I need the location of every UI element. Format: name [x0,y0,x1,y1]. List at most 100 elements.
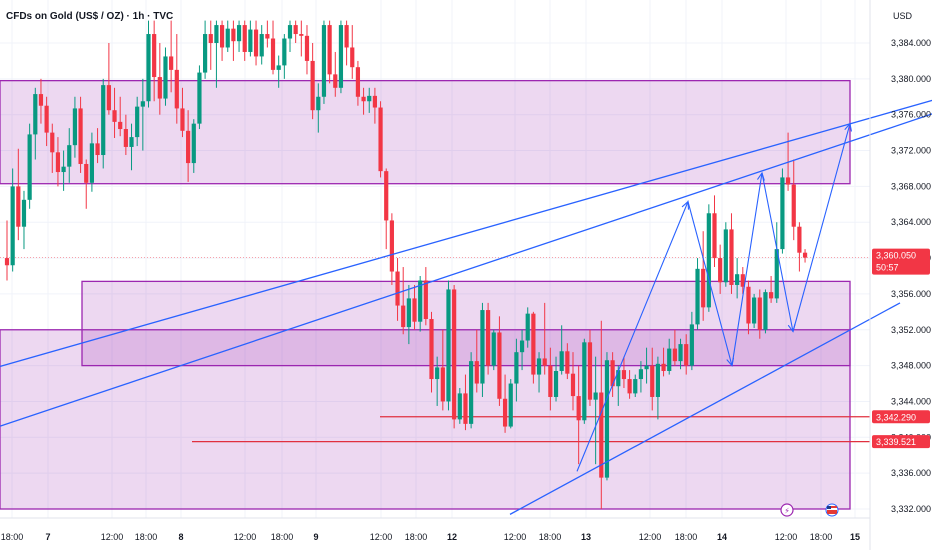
time-tick-label: 12:00 [639,532,662,542]
time-tick-label: 18:00 [135,532,158,542]
projection-arrowhead [757,171,765,181]
projection-layer [576,122,852,472]
time-tick-label: 14 [717,532,727,542]
candle-body [519,340,525,353]
candle-body [344,25,349,48]
price-tick-label: 3,348.000 [891,361,931,371]
candle-body [129,137,134,147]
time-tick-label: 13 [581,532,591,542]
candle-body [587,342,593,400]
candle-body [265,34,270,39]
candle-body [785,177,791,185]
price-tick-label: 3,352.000 [891,325,931,335]
candle-body [791,184,796,227]
candle-body [661,363,666,371]
lower-zone [0,329,851,510]
candle-body [684,344,689,366]
candle-body [231,28,236,42]
candle-body [16,186,21,227]
candle-body [508,383,513,427]
candle-body [502,398,508,427]
candle-body [627,379,632,394]
candle-body [418,280,423,322]
candle-body [276,65,281,70]
candle-body [610,360,615,387]
candle-body [50,132,55,153]
price-tick-label: 3,364.000 [891,217,931,227]
price-tick-label: 3,372.000 [891,146,931,156]
candle-body [372,95,377,108]
candle-body [367,95,372,102]
candle-body [446,289,451,402]
projection-arrowhead [726,357,735,367]
candle-body [429,319,434,380]
candle-body [21,199,27,227]
candle-body [333,74,338,88]
candle-body [299,34,304,36]
candle-body [169,56,174,70]
candle-body [89,143,94,183]
candle-body [106,85,111,111]
time-tick-label: 15 [850,532,860,542]
price-badge-countdown: 50:57 [876,263,899,273]
candle-body [740,274,745,287]
candle-body [616,370,621,387]
currency-label[interactable]: USD [893,11,913,21]
candle-body [389,220,394,272]
candle-body [491,332,496,366]
middle-zone [81,280,851,367]
candle-body [553,370,559,397]
candle-body [536,358,542,375]
candle-body [802,252,808,258]
candle-body [514,352,519,384]
candle-body [582,342,587,421]
candle-body [718,258,723,283]
candle-body [55,152,61,173]
candle-body [67,145,72,167]
candle-body [208,34,213,43]
candle-body [401,305,406,328]
time-tick-label: 7 [45,532,50,542]
candle-body [191,123,196,164]
price-badge-label: 3,339.521 [876,437,916,447]
candle-body [152,34,157,78]
candle-body [638,369,644,380]
candles-layer [4,20,808,509]
price-tick-label: 3,356.000 [891,289,931,299]
time-tick-label: 12:00 [370,532,393,542]
candle-body [61,166,66,173]
candle-body [78,108,83,164]
candle-body [316,96,321,111]
candle-body [84,163,89,183]
chart-title: CFDs on Gold (US$ / OZ) · 1h · TVC [6,11,173,22]
lightning-icon: ⚡ [784,507,790,516]
candle-body [559,351,564,371]
candle-body [163,56,168,99]
candle-body [214,25,219,43]
time-tick-label: 12:00 [101,532,124,542]
channel-line-b [0,99,932,368]
time-tick-label: 9 [313,532,318,542]
candle-body [304,35,310,61]
event-markers[interactable]: ⚡ [780,503,839,517]
price-tick-label: 3,380.000 [891,74,931,84]
time-axis[interactable]: 18:00 7 12:00 18:00 8 12:00 18:00 9 12:00 18:00 12… [1,532,860,542]
time-tick-label: 18:00 [675,532,698,542]
projection-arrowhead [681,200,690,210]
lightning-icon-marker[interactable] [780,503,794,517]
candle-body [678,344,683,362]
price-badge-label: 3,360.050 [876,251,916,261]
candle-body [236,25,242,42]
candle-body [412,298,417,322]
candle-body [197,72,202,124]
candle-body [174,69,179,109]
candle-body [655,363,660,397]
candle-body [293,25,298,35]
candle-body [248,29,253,52]
candle-body [423,280,428,320]
candle-body [689,324,694,366]
candle-body [95,143,100,156]
candle-body [361,96,366,102]
candle-body [548,365,553,397]
